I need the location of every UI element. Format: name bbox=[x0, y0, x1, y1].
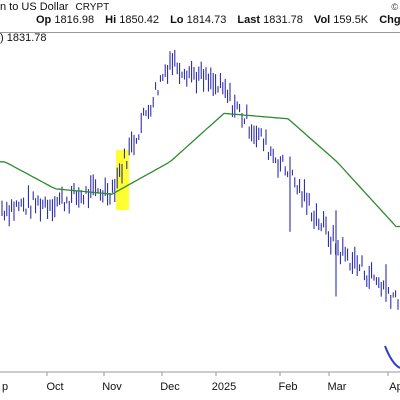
high-value: 1850.42 bbox=[119, 14, 159, 26]
low-value: 1814.73 bbox=[186, 14, 227, 26]
ohlc-readout: Op 1816.98 Hi 1850.42 Lo 1814.73 Last 18… bbox=[36, 14, 400, 26]
vol-label: Vol bbox=[313, 14, 331, 26]
x-tick-label: p bbox=[2, 381, 8, 393]
chg-label: Chg bbox=[379, 14, 400, 26]
vol-value: 159.5K bbox=[333, 14, 369, 26]
open-value: 1816.98 bbox=[54, 14, 95, 26]
x-tick-label: Mar bbox=[328, 381, 347, 393]
exchange-label: CRYPT bbox=[75, 2, 110, 13]
copyright-mark: © bbox=[391, 2, 398, 12]
x-tick-label: 2025 bbox=[212, 381, 236, 393]
x-tick-label: Nov bbox=[102, 381, 122, 393]
price-legend: ) 1831.78 bbox=[0, 32, 47, 44]
low-label: Lo bbox=[170, 14, 184, 26]
price-bars bbox=[1, 49, 399, 310]
symbol-title: n to US Dollar CRYPT bbox=[0, 1, 109, 13]
high-label: Hi bbox=[105, 14, 117, 26]
open-label: Op bbox=[36, 14, 52, 26]
last-value: 1831.78 bbox=[263, 14, 303, 26]
chart-header: n to US Dollar CRYPT © Op 1816.98 Hi 185… bbox=[0, 0, 400, 33]
x-tick-label: Oct bbox=[46, 381, 63, 393]
symbol-name: n to US Dollar bbox=[0, 1, 69, 13]
x-tick-label: Ap bbox=[389, 381, 400, 393]
x-tick-label: Feb bbox=[279, 381, 298, 393]
last-label: Last bbox=[237, 14, 261, 26]
annotation-curve bbox=[384, 345, 400, 369]
moving-average-line bbox=[0, 112, 400, 228]
x-tick-label: Dec bbox=[160, 381, 180, 393]
